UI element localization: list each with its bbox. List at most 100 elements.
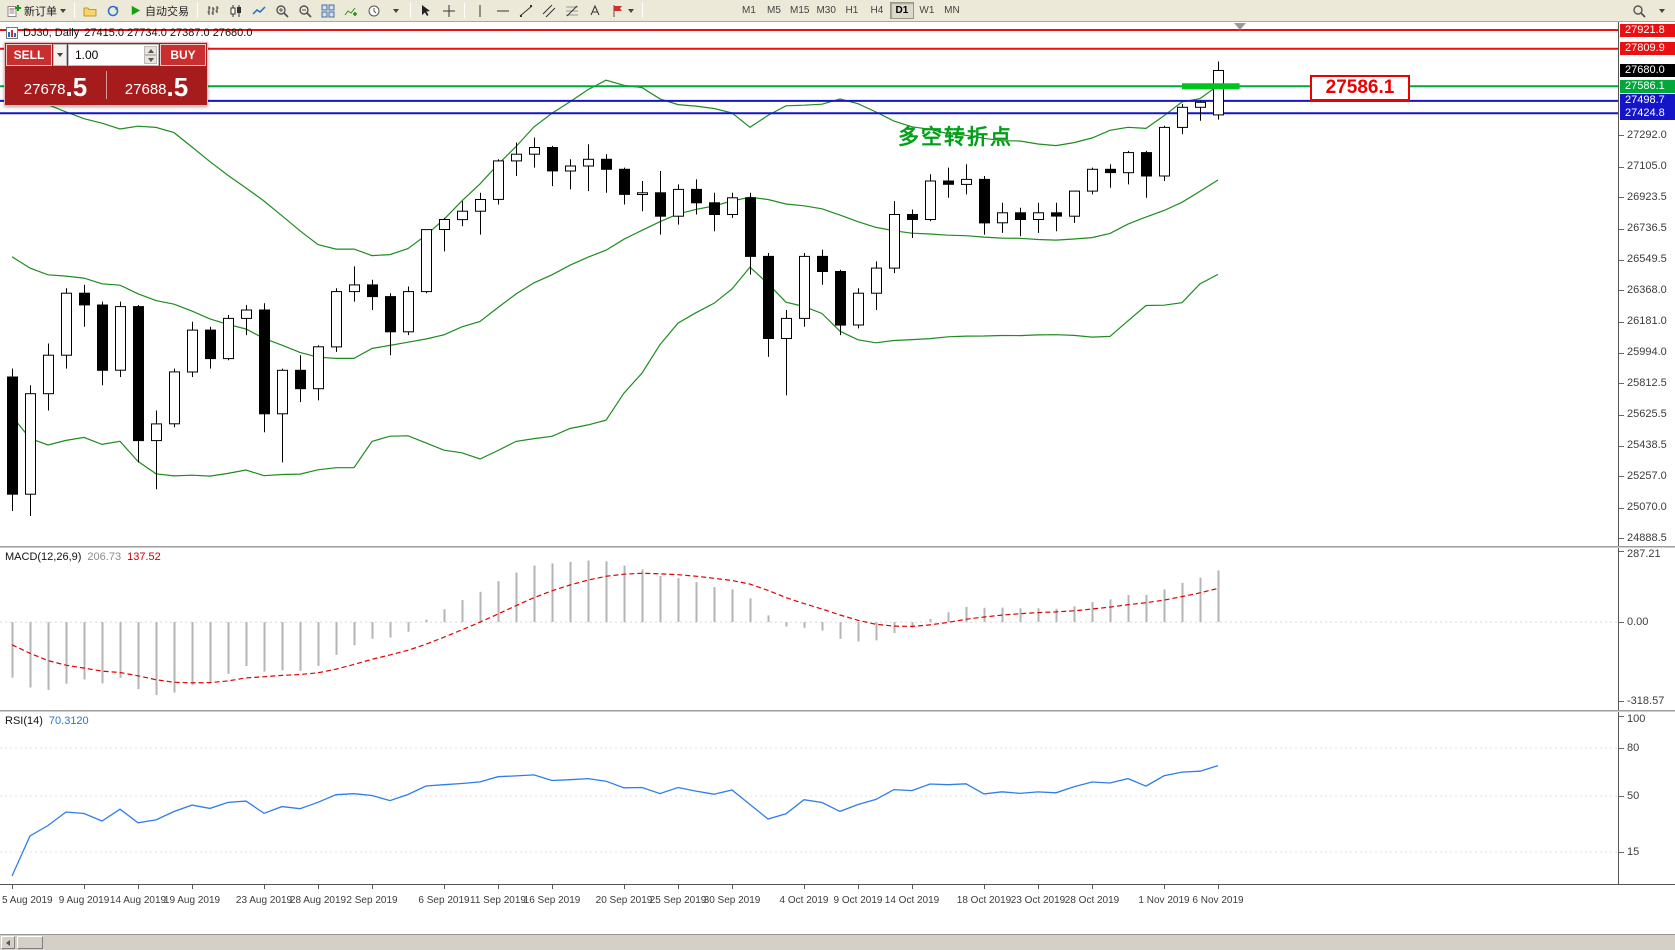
toolbar-right-group [1628,1,1672,21]
zoom-in-button[interactable] [271,1,293,21]
main-chart-canvas[interactable] [0,22,1618,546]
timeframe-m30-button[interactable]: M30 [813,2,838,19]
chevron-down-icon [60,8,66,13]
volume-down-button[interactable] [144,55,157,64]
chart-annotation-text[interactable]: 多空转折点 [898,126,1013,149]
candle-body [1159,126,1170,177]
volume-input[interactable] [69,48,129,62]
date-tick-mark [912,885,913,889]
rsi-pane[interactable] [0,712,1618,884]
periods-button[interactable] [363,1,385,21]
candle-body [529,147,540,155]
autotrading-button[interactable]: 自动交易 [125,1,193,21]
chevron-down-icon [57,53,63,57]
trendline-tool-button[interactable] [515,1,537,21]
crosshair-button[interactable] [438,1,460,21]
candle-body [349,284,360,293]
time-scale[interactable]: 5 Aug 2019 9 Aug 2019 14 Aug 2019 19 Aug 20… [0,884,1675,934]
text-tool-button[interactable] [584,1,606,21]
channel-tool-button[interactable] [538,1,560,21]
autotrading-label: 自动交易 [145,5,189,18]
macd-canvas[interactable] [0,548,1618,710]
candle-body [907,214,918,220]
indicators-button[interactable] [340,1,362,21]
candlestick-mode-button[interactable] [225,1,247,21]
candle-body [1123,152,1134,174]
timeframe-mn-button[interactable]: MN [940,2,964,19]
tile-windows-button[interactable] [317,1,339,21]
chevron-down-icon [393,8,399,13]
scrollbar-thumb[interactable] [17,936,43,949]
line-chart-mode-button[interactable] [248,1,270,21]
timeframe-m5-button[interactable]: M5 [762,2,786,19]
date-tick-mark [858,885,859,889]
ohlc-values: 27415.0 27734.0 27387.0 27680.0 [84,27,253,39]
trade-panel-controls: SELL BUY [5,43,207,67]
refresh-button[interactable] [102,1,124,21]
timeframe-m15-button[interactable]: M15 [787,2,812,19]
quick-nav-button[interactable] [1652,1,1672,21]
rsi-line [11,764,1219,877]
flag-icon [613,4,622,17]
scroll-left-button[interactable] [1,936,15,949]
chevron-left-icon [6,939,10,946]
zoom-out-button[interactable] [294,1,316,21]
volume-up-button[interactable] [144,46,157,55]
cursor-button[interactable] [415,1,437,21]
search-symbols-button[interactable] [1628,1,1650,21]
rsi-indicator-label: RSI(14) 70.3120 [5,715,89,727]
crosshair-icon [443,4,455,17]
clock-icon [368,5,380,16]
date-tick-mark [1092,885,1093,889]
price-level-box: 27921.8 [1620,23,1675,37]
horizontal-line-tool-button[interactable] [492,1,514,21]
axis-tick-label: 80 [1627,741,1640,754]
price-scale[interactable]: 27292.0 27105.0 26923.5 26736.5 26549.5 26368… [1618,22,1675,934]
axis-tick-mark [1619,476,1624,478]
candle-body [493,160,504,200]
sell-price-fraction: .5 [65,72,88,102]
profiles-button[interactable] [79,1,101,21]
price-callout-label[interactable]: 27586.1 [1310,75,1410,101]
fibonacci-tool-button[interactable] [561,1,583,21]
pane-splitter[interactable] [0,710,1675,712]
buy-button[interactable]: BUY [160,44,206,66]
sell-price-main: 27678 [23,81,66,98]
trade-panel-prices: 27678.5 27688.5 [5,67,207,103]
candles [7,61,1224,516]
vertical-line-tool-button[interactable] [469,1,491,21]
date-label: 28 Aug 2019 [289,895,347,906]
main-chart-pane[interactable] [0,22,1618,546]
templates-button[interactable] [386,1,406,21]
pane-splitter[interactable] [0,546,1675,548]
candle-body [565,165,576,172]
candle-body [781,317,792,339]
order-options-dropdown[interactable] [53,44,67,66]
bar-chart-mode-button[interactable] [202,1,224,21]
chevron-down-icon [628,8,634,13]
timeframe-d1-button[interactable]: D1 [889,2,914,19]
sell-button[interactable]: SELL [6,44,52,66]
candle-body [169,371,180,425]
rsi-canvas[interactable] [0,712,1618,884]
axis-tick-mark [1619,383,1624,385]
axis-tick-mark [1619,748,1624,749]
toolbar-separator [642,3,643,18]
timeframe-w1-button[interactable]: W1 [915,2,939,19]
axis-tick-label: 25257.0 [1627,469,1667,482]
candlestick-icon [230,4,241,17]
sell-price[interactable]: 27678.5 [5,67,106,103]
rsi-value: 70.3120 [48,715,89,727]
chevron-up-icon [147,48,154,53]
timeframe-h4-button[interactable]: H4 [865,2,889,19]
candle-body [925,180,936,220]
new-order-button[interactable]: 新订单 [3,1,70,21]
candle-body [79,292,90,306]
arrows-tool-button[interactable] [607,1,638,21]
timeframe-m1-button[interactable]: M1 [737,2,761,19]
candle-body [241,309,252,319]
axis-tick-label: 25438.5 [1627,439,1667,452]
macd-pane[interactable] [0,548,1618,710]
buy-price[interactable]: 27688.5 [106,67,207,103]
timeframe-h1-button[interactable]: H1 [840,2,864,19]
